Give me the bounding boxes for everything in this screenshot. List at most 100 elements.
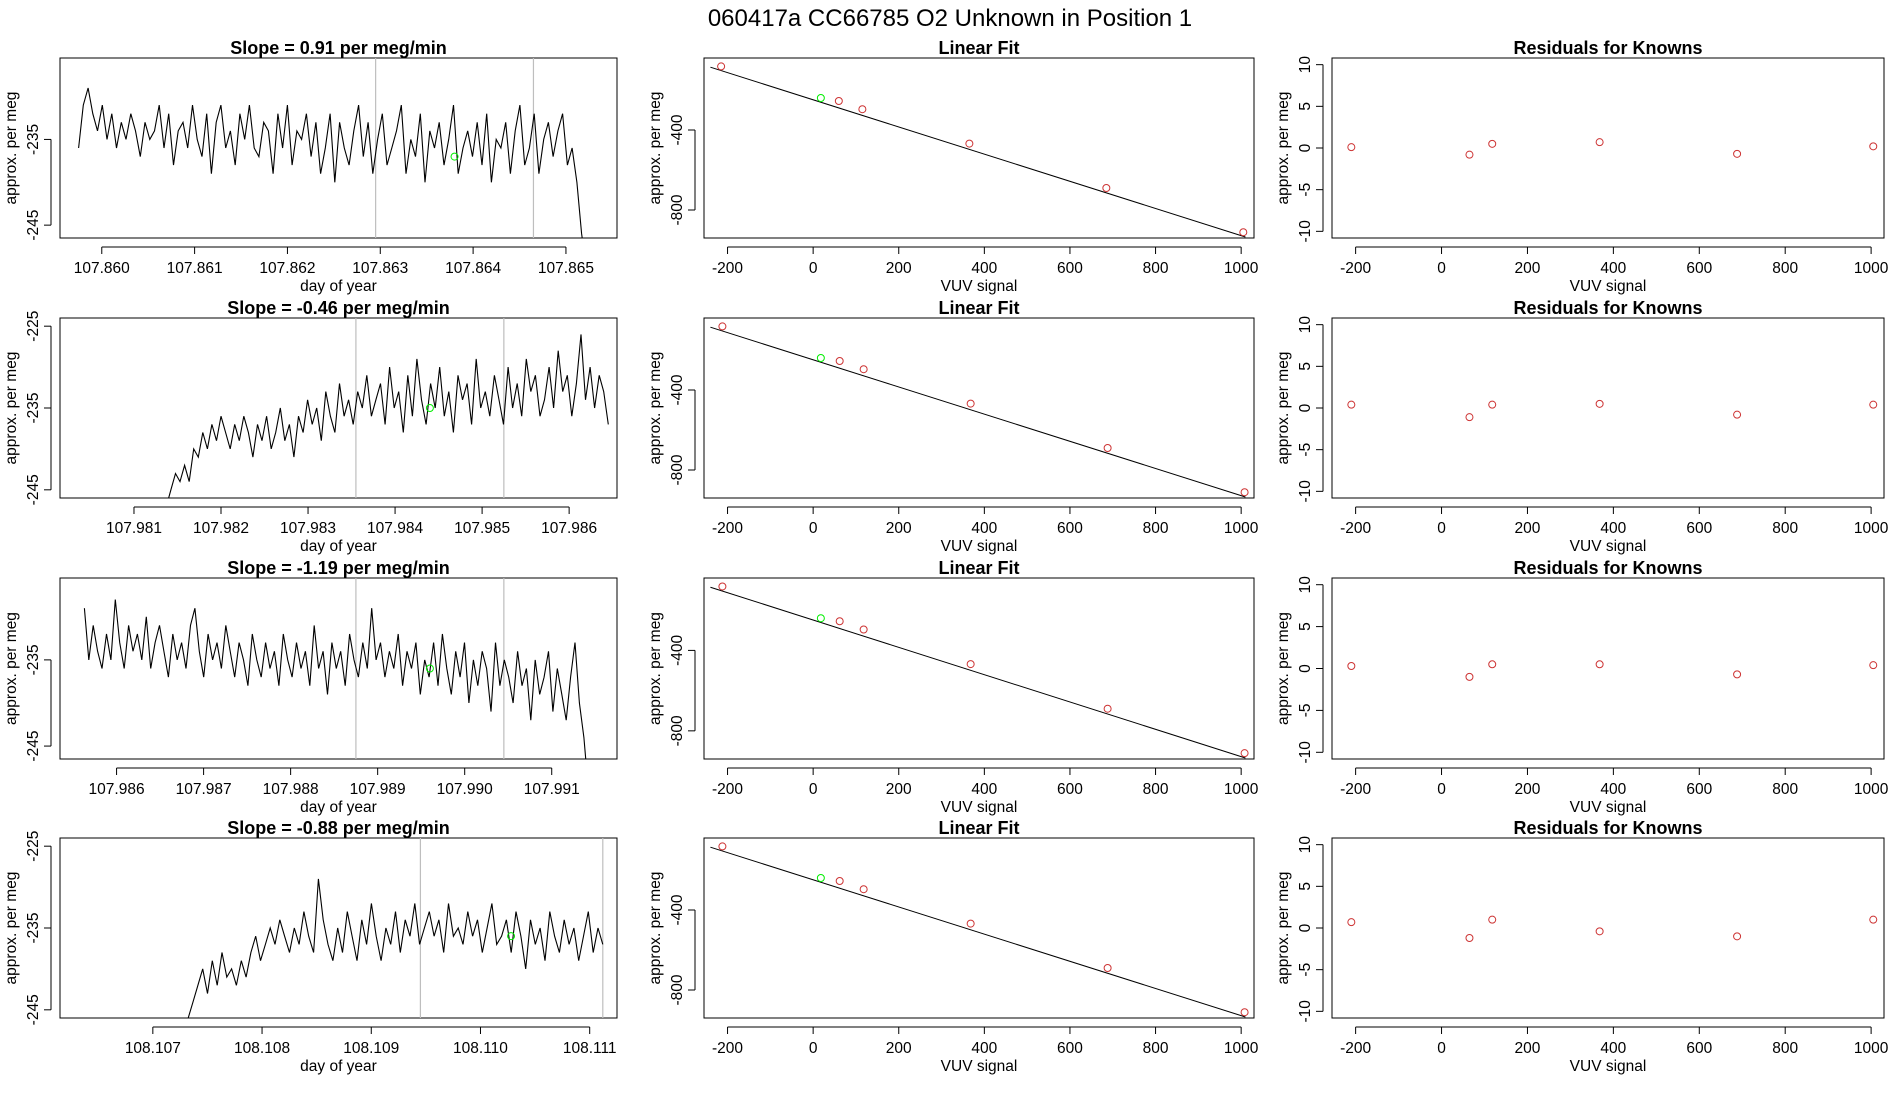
plot-area <box>187 838 604 1018</box>
y-axis-label: approx. per meg <box>3 352 20 465</box>
known-point <box>966 399 975 408</box>
x-tick-label: 107.989 <box>350 781 406 798</box>
residual-point <box>1733 932 1742 941</box>
plot-frame <box>59 837 618 1019</box>
x-axis-label: VUV signal <box>941 538 1018 555</box>
y-tick-label: 0 <box>1297 923 1314 932</box>
x-tick-label: 108.109 <box>343 1040 399 1057</box>
x-tick-label: 400 <box>1600 1040 1626 1057</box>
x-tick-label: 200 <box>886 520 912 537</box>
x-tick-label: 800 <box>1772 260 1798 277</box>
y-tick-label: -400 <box>669 114 686 145</box>
y-tick-label: -10 <box>1297 220 1314 243</box>
x-tick-label: 107.987 <box>176 781 232 798</box>
x-axis-label: VUV signal <box>1570 799 1647 816</box>
known-point <box>834 97 843 105</box>
x-tick-label: 600 <box>1686 520 1712 537</box>
y-axis-label: approx. per meg <box>1275 612 1292 725</box>
x-tick-label: 400 <box>971 520 997 537</box>
x-tick-label: 108.108 <box>234 1040 290 1057</box>
chart-title: Residuals for Knowns <box>1513 298 1702 318</box>
plot-area <box>710 582 1249 759</box>
x-tick-label: 108.111 <box>563 1040 617 1057</box>
y-tick-label: 0 <box>1297 664 1314 673</box>
chart-title: Linear Fit <box>938 298 1019 318</box>
y-tick-label: 5 <box>1297 362 1314 371</box>
x-axis-label: day of year <box>300 1058 377 1075</box>
chart-title: Slope = 0.91 per meg/min <box>230 38 447 58</box>
x-tick-label: 200 <box>1515 1040 1541 1057</box>
chart-panel-r3-c1: Linear Fit -200 0 200 400 600 800 1000 VUV signa… <box>647 818 1259 1075</box>
y-tick-label: -235 <box>25 124 42 155</box>
x-tick-label: 107.984 <box>367 520 423 537</box>
residual-point <box>1733 670 1742 679</box>
unknown-point <box>816 874 825 882</box>
plot-frame <box>1331 837 1885 1019</box>
known-point <box>965 139 974 148</box>
chart-panel-r0-c2: Residuals for Knowns-200 0 200 400 600 800 100… <box>1275 38 1889 295</box>
y-tick-label: -800 <box>669 454 686 485</box>
residual-point <box>1733 149 1742 158</box>
known-point <box>859 885 868 894</box>
plot-area <box>1347 660 1878 681</box>
x-tick-label: 107.981 <box>106 520 162 537</box>
x-tick-label: 108.110 <box>453 1040 508 1057</box>
residual-point <box>1347 661 1356 670</box>
plot-frame <box>1331 317 1885 499</box>
x-tick-label: 1000 <box>1854 260 1889 277</box>
unknown-point <box>425 404 434 412</box>
y-tick-label: -400 <box>669 374 686 405</box>
y-tick-label: -10 <box>1297 741 1314 764</box>
x-tick-label: 600 <box>1686 260 1712 277</box>
y-tick-label: -235 <box>25 912 42 943</box>
x-tick-label: 107.986 <box>541 520 597 537</box>
x-axis-label: VUV signal <box>941 1058 1018 1075</box>
residual-point <box>1488 660 1497 669</box>
x-tick-label: 400 <box>1600 260 1626 277</box>
known-point <box>1240 488 1249 497</box>
x-tick-label: 1000 <box>1224 520 1259 537</box>
unknown-point <box>425 664 434 673</box>
x-tick-label: 107.982 <box>193 520 249 537</box>
residual-point <box>1488 400 1497 409</box>
residual-point <box>1869 142 1878 151</box>
fit-line <box>710 66 1246 238</box>
y-tick-label: -10 <box>1297 1000 1314 1023</box>
known-point <box>717 62 726 71</box>
y-tick-label: -800 <box>669 715 686 746</box>
x-tick-label: 400 <box>1600 781 1626 798</box>
residual-point <box>1595 927 1604 936</box>
x-tick-label: 1000 <box>1854 1040 1889 1057</box>
x-tick-label: -200 <box>712 520 743 537</box>
plot-frame <box>59 577 618 760</box>
chart-panel-r1-c2: Residuals for Knowns-200 0 200 400 600 800 100… <box>1275 298 1889 555</box>
x-tick-label: 0 <box>1437 1040 1446 1057</box>
fit-line <box>710 326 1246 498</box>
x-tick-label: 400 <box>971 1040 997 1057</box>
chart-panel-r3-c0: Slope = -0.88 per meg/min 108.107 108.108 1… <box>3 818 618 1075</box>
x-tick-label: 200 <box>1515 260 1541 277</box>
plot-area <box>78 58 583 238</box>
chart-title: Slope = -0.46 per meg/min <box>227 298 450 318</box>
fit-line <box>710 586 1246 759</box>
x-tick-label: 0 <box>809 781 818 798</box>
known-point <box>1103 704 1112 713</box>
x-axis-label: day of year <box>300 278 377 295</box>
chart-panel-r3-c2: Residuals for Knowns-200 0 200 400 600 800 100… <box>1275 818 1889 1075</box>
x-tick-label: 1000 <box>1854 781 1889 798</box>
residual-point <box>1488 915 1497 924</box>
y-tick-label: 0 <box>1297 143 1314 152</box>
y-axis-label: approx. per meg <box>1275 872 1292 985</box>
plot-frame <box>703 577 1255 760</box>
x-tick-label: -200 <box>1340 520 1371 537</box>
x-tick-label: -200 <box>1340 1040 1371 1057</box>
y-tick-label: -5 <box>1297 443 1314 457</box>
unknown-point <box>450 152 459 161</box>
chart-panel-r2-c0: Slope = -1.19 per meg/min 107.986 107.987 1… <box>3 558 618 816</box>
x-tick-label: 1000 <box>1224 781 1259 798</box>
unknown-point <box>507 932 516 941</box>
chart-panel-r1-c0: Slope = -0.46 per meg/min 107.981 107.982 1… <box>3 298 618 555</box>
y-tick-label: -800 <box>669 194 686 225</box>
plot-area <box>710 62 1248 238</box>
